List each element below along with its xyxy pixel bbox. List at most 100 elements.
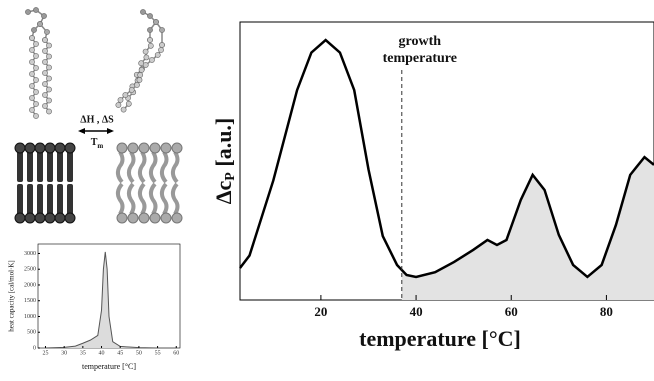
lipid-tail <box>27 151 33 182</box>
atom <box>42 59 48 65</box>
y-tick-label: 3000 <box>24 251 36 257</box>
atom <box>46 42 52 49</box>
atom <box>149 57 155 63</box>
atom <box>137 72 144 78</box>
x-tick-label: 80 <box>600 304 613 319</box>
x-axis-title: temperature [°C] <box>82 362 136 371</box>
lipid-head <box>127 212 139 224</box>
lipid-head <box>34 212 46 224</box>
area <box>401 157 654 300</box>
x-tick-label: 60 <box>173 350 179 356</box>
x-axis-title: temperature [°C] <box>359 326 521 351</box>
atom <box>46 97 52 104</box>
lipid-head <box>149 142 161 154</box>
atom <box>33 41 39 47</box>
atom <box>142 62 149 68</box>
atom <box>42 103 48 109</box>
atom <box>147 13 153 19</box>
lipid-tail-disordered <box>115 182 125 216</box>
lipid-tail <box>47 184 53 215</box>
x-tick-label: 45 <box>117 350 123 356</box>
y-title-main: Δc <box>211 180 236 204</box>
atom <box>29 47 35 53</box>
atom <box>33 89 39 95</box>
line <box>45 251 177 349</box>
arrow-head <box>78 128 85 134</box>
lipid-tail <box>57 184 63 215</box>
atom <box>33 77 39 83</box>
lipid-head <box>34 142 46 154</box>
atom <box>44 29 50 35</box>
lipid-illustration: ΔH , ΔS Tm <box>14 7 183 224</box>
lipid-tail-disordered <box>148 182 158 216</box>
x-tick-label: 55 <box>155 350 161 356</box>
lipid-tail <box>37 151 43 182</box>
x-tick-label: 35 <box>80 350 86 356</box>
atom <box>147 42 154 49</box>
atom <box>29 95 35 101</box>
lipid-head <box>171 142 183 154</box>
x-tick-label: 40 <box>99 350 105 356</box>
atom <box>31 27 37 33</box>
atom <box>120 106 127 113</box>
lipid-head <box>160 142 172 154</box>
y-tick-label: 2000 <box>24 282 36 288</box>
y-tick-label: 1500 <box>24 298 36 304</box>
lipid-head <box>14 142 26 154</box>
lipid-tail-disordered <box>137 150 147 184</box>
atom <box>29 83 35 89</box>
lipid-head <box>149 212 161 224</box>
atom <box>122 92 129 98</box>
lipid-tail-disordered <box>170 150 180 184</box>
lipid-head <box>160 212 172 224</box>
lipid-head <box>14 212 26 224</box>
atom <box>33 65 39 71</box>
y-tick-label: 500 <box>27 330 36 336</box>
atom <box>136 77 143 83</box>
x-tick-label: 40 <box>410 304 423 319</box>
lipid-tail-disordered <box>170 182 180 216</box>
lipid-head <box>138 142 150 154</box>
atom <box>25 9 31 15</box>
lipid-head <box>138 212 150 224</box>
lipid-tail-disordered <box>126 150 136 184</box>
atom <box>41 13 47 19</box>
atom <box>33 113 39 119</box>
atom <box>159 42 165 48</box>
lipid-head <box>116 142 128 154</box>
atom <box>37 21 43 27</box>
lipid-head <box>44 212 56 224</box>
atom <box>46 64 52 71</box>
atom <box>46 75 52 82</box>
lipid-tail <box>57 151 63 182</box>
x-tick-label: 50 <box>136 350 142 356</box>
arrow-head <box>107 128 114 134</box>
atom <box>134 82 140 88</box>
lipid-tail <box>47 151 53 182</box>
atom <box>153 19 159 25</box>
y-axis-title: ΔcP [a.u.] <box>211 118 238 205</box>
y-tick-label: 0 <box>33 345 36 351</box>
x-tick-label: 30 <box>61 350 67 356</box>
lipid-head <box>171 212 183 224</box>
annotation: growth <box>399 34 442 49</box>
lipid-head <box>44 142 56 154</box>
atom <box>115 102 122 108</box>
lipid-tail <box>27 184 33 215</box>
lipid-head <box>54 212 66 224</box>
x-tick-label: 60 <box>505 304 518 319</box>
y-tick-label: 2500 <box>24 267 36 273</box>
atom <box>154 52 161 58</box>
x-tick-label: 25 <box>42 350 48 356</box>
atom <box>46 53 52 60</box>
lipid-head <box>54 142 66 154</box>
atom <box>33 7 39 13</box>
atom <box>147 27 153 33</box>
atom <box>128 87 135 93</box>
lipid-tail-disordered <box>115 150 125 184</box>
lipid-head <box>24 142 36 154</box>
atom <box>29 35 35 41</box>
y-axis-title: heat capacity [cal/mol·K] <box>8 260 16 332</box>
line <box>239 38 654 279</box>
atom <box>147 37 153 43</box>
